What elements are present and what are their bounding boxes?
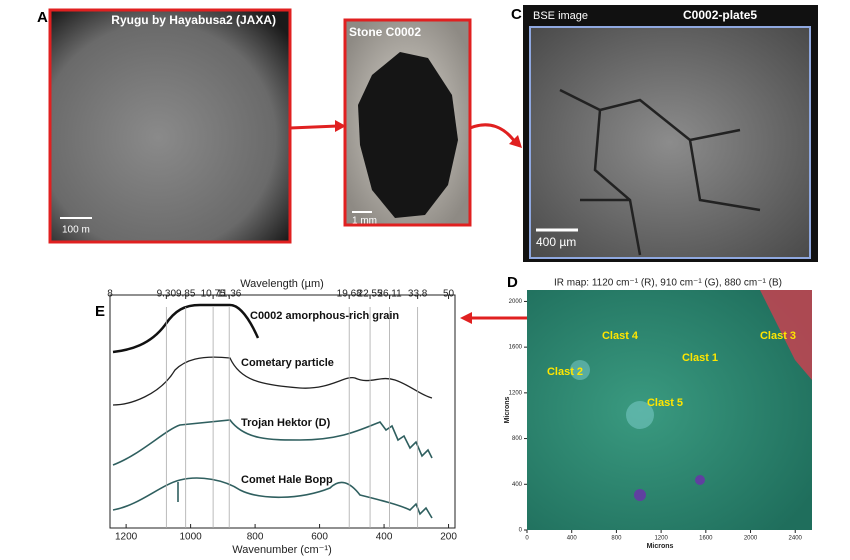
spectrum [112, 477, 433, 519]
spectrum-label: C0002 amorphous-rich grain [250, 310, 399, 322]
x2-axis-label: Wavelength (µm) [240, 278, 324, 290]
panel-letter: D [507, 274, 518, 291]
image-label: BSE image [533, 10, 588, 22]
arrow-heads [335, 120, 522, 324]
scale-label: 1 mm [352, 216, 377, 227]
ir-map-panel: D IR map: 1120 cm⁻¹ (R), 910 cm⁻¹ (G), 8… [504, 274, 812, 550]
spectra-panel: E Wavelength (µm) Wavenumber (cm⁻¹) 1200… [95, 278, 457, 556]
spectrum [112, 419, 433, 466]
clast-label: Clast 1 [682, 352, 718, 364]
panel-letter: C [511, 6, 522, 23]
plot-frame [109, 294, 456, 529]
clast-label: Clast 4 [602, 330, 639, 342]
x-axis-label: Wavenumber (cm⁻¹) [232, 544, 332, 556]
x-tick-label: 800 [611, 536, 622, 542]
caption: Ryugu by Hayabusa2 (JAXA) [111, 13, 276, 27]
map-feature [634, 489, 646, 501]
y-tick-label: 800 [512, 436, 523, 442]
caption: C0002-plate5 [683, 8, 757, 22]
x-axis-label: Microns [647, 543, 674, 550]
spectrum [112, 356, 433, 406]
x-tick-label: 1200 [115, 532, 138, 543]
scale-label: 100 m [62, 225, 90, 236]
x2-tick-label: 26.11 [377, 289, 402, 300]
y-tick-label: 1200 [509, 390, 523, 396]
scale-label: 400 µm [536, 235, 576, 249]
spectrum-label: Comet Hale Bopp [241, 474, 333, 486]
x-tick-label: 1000 [179, 532, 202, 543]
x-tick-label: 2400 [789, 536, 803, 542]
x2-tick-label: 22.55 [358, 289, 383, 300]
x-tick-label: 1200 [654, 536, 668, 542]
y-tick-label: 1600 [509, 345, 523, 351]
stone [358, 52, 458, 218]
panel-letter: A [37, 9, 48, 26]
x2-tick-label: 11.36 [217, 289, 242, 300]
x2-tick-label: 9.30 [157, 289, 177, 300]
x-tick-label: 800 [247, 532, 264, 543]
clast-label: Clast 2 [547, 366, 583, 378]
x2-tick-label: 19.68 [337, 289, 362, 300]
x-tick-label: 1600 [699, 536, 713, 542]
spectrum-label: Cometary particle [241, 357, 334, 369]
caption: Stone C0002 [349, 25, 421, 39]
panel-letter: E [95, 303, 105, 320]
x-tick-label: 600 [311, 532, 328, 543]
y-tick-label: 0 [519, 528, 523, 534]
clast-label: Clast 5 [647, 397, 683, 409]
x2-tick-label: 33.8 [408, 289, 428, 300]
x-tick-label: 2000 [744, 536, 758, 542]
ryugu-image [48, 8, 292, 244]
map-edge [760, 290, 812, 380]
y-tick-label: 2000 [509, 299, 523, 305]
x-tick-label: 0 [525, 536, 529, 542]
map-feature [626, 401, 654, 429]
plate-region [529, 26, 811, 259]
x-tick-label: 200 [440, 532, 457, 543]
x-tick-label: 400 [567, 536, 578, 542]
x2-tick-label: 10.75 [201, 289, 226, 300]
ir-map [527, 290, 812, 530]
map-feature [695, 475, 705, 485]
x2-tick-label: 50 [443, 289, 455, 300]
x-tick-label: 400 [376, 532, 393, 543]
x2-tick-label: 9.85 [176, 289, 196, 300]
y-tick-label: 400 [512, 482, 523, 488]
spectrum [112, 303, 260, 354]
spectra-curves [112, 303, 433, 519]
spectrum-label: Trojan Hektor (D) [241, 417, 331, 429]
map-feature [570, 360, 590, 380]
y-axis-label: Microns [504, 396, 511, 423]
map-title: IR map: 1120 cm⁻¹ (R), 910 cm⁻¹ (G), 880… [554, 278, 782, 289]
clast-label: Clast 3 [760, 330, 796, 342]
x2-tick-label: 8 [107, 289, 113, 300]
cracks [559, 88, 761, 256]
